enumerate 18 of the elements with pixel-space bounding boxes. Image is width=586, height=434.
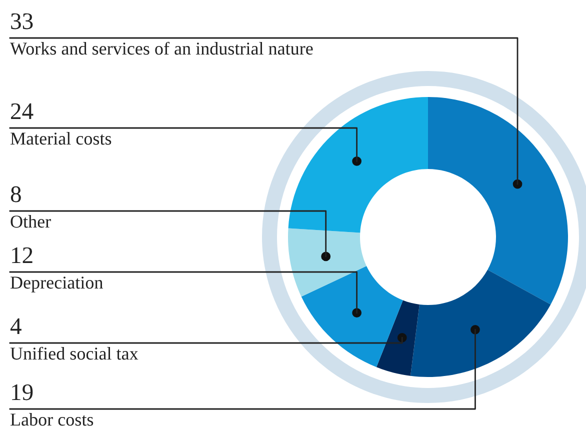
donut-slice (428, 97, 568, 304)
data-label: 33 (11, 13, 33, 30)
data-label: 24 (11, 103, 34, 119)
donut-slice (288, 97, 428, 233)
slice-label: Labor costs (10, 413, 94, 426)
donut-slice (288, 228, 366, 297)
slice-label: Unified social tax (10, 346, 138, 360)
data-label: 12 (12, 247, 32, 263)
slice-label: Depreciation (10, 276, 103, 292)
data-label: 8 (10, 186, 21, 202)
donut-slice (301, 266, 403, 368)
slice-label: Works and services of an industrial nature (10, 42, 313, 55)
data-label: 19 (12, 384, 33, 400)
donut-slice (376, 300, 420, 376)
donut-slice (410, 270, 551, 377)
slice-label: Other (10, 215, 51, 228)
slice-label: Material costs (10, 132, 112, 145)
data-label: 4 (10, 318, 22, 334)
